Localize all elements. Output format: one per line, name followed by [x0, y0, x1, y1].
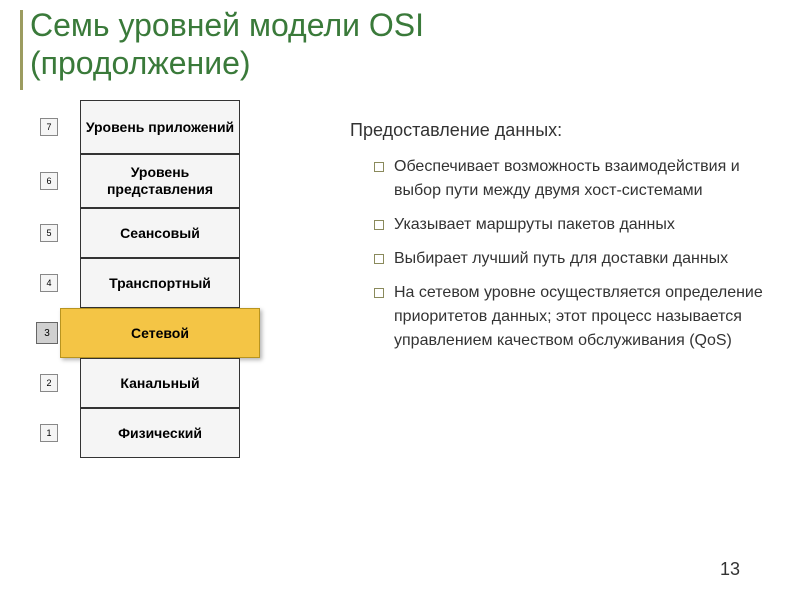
bullet-item: На сетевом уровне осуществляется определ… — [374, 281, 770, 353]
layer-box-1: Физический — [80, 408, 240, 458]
content-title: Предоставление данных: — [350, 120, 770, 141]
page-number: 13 — [720, 559, 740, 580]
title-line-2: (продолжение) — [30, 45, 251, 81]
layer-number-3: 3 — [36, 322, 58, 344]
bullet-item: Выбирает лучший путь для доставки данных — [374, 247, 770, 271]
layer-number-5: 5 — [40, 224, 58, 242]
layer-box-3: Сетевой — [60, 308, 260, 358]
layer-number-4: 4 — [40, 274, 58, 292]
bullet-item: Обеспечивает возможность взаимодействия … — [374, 155, 770, 203]
layer-box-4: Транспортный — [80, 258, 240, 308]
layer-number-1: 1 — [40, 424, 58, 442]
slide-title: Семь уровней модели OSI (продолжение) — [30, 6, 424, 83]
title-line-1: Семь уровней модели OSI — [30, 7, 424, 43]
bullet-list: Обеспечивает возможность взаимодействия … — [350, 155, 770, 353]
layer-box-7: Уровень приложений — [80, 100, 240, 154]
layer-box-5: Сеансовый — [80, 208, 240, 258]
layer-number-2: 2 — [40, 374, 58, 392]
content-area: Предоставление данных: Обеспечивает возм… — [350, 120, 770, 363]
layer-number-7: 7 — [40, 118, 58, 136]
accent-bar — [20, 10, 23, 90]
layer-box-2: Канальный — [80, 358, 240, 408]
bullet-item: Указывает маршруты пакетов данных — [374, 213, 770, 237]
layer-number-6: 6 — [40, 172, 58, 190]
layer-box-6: Уровень представления — [80, 154, 240, 208]
